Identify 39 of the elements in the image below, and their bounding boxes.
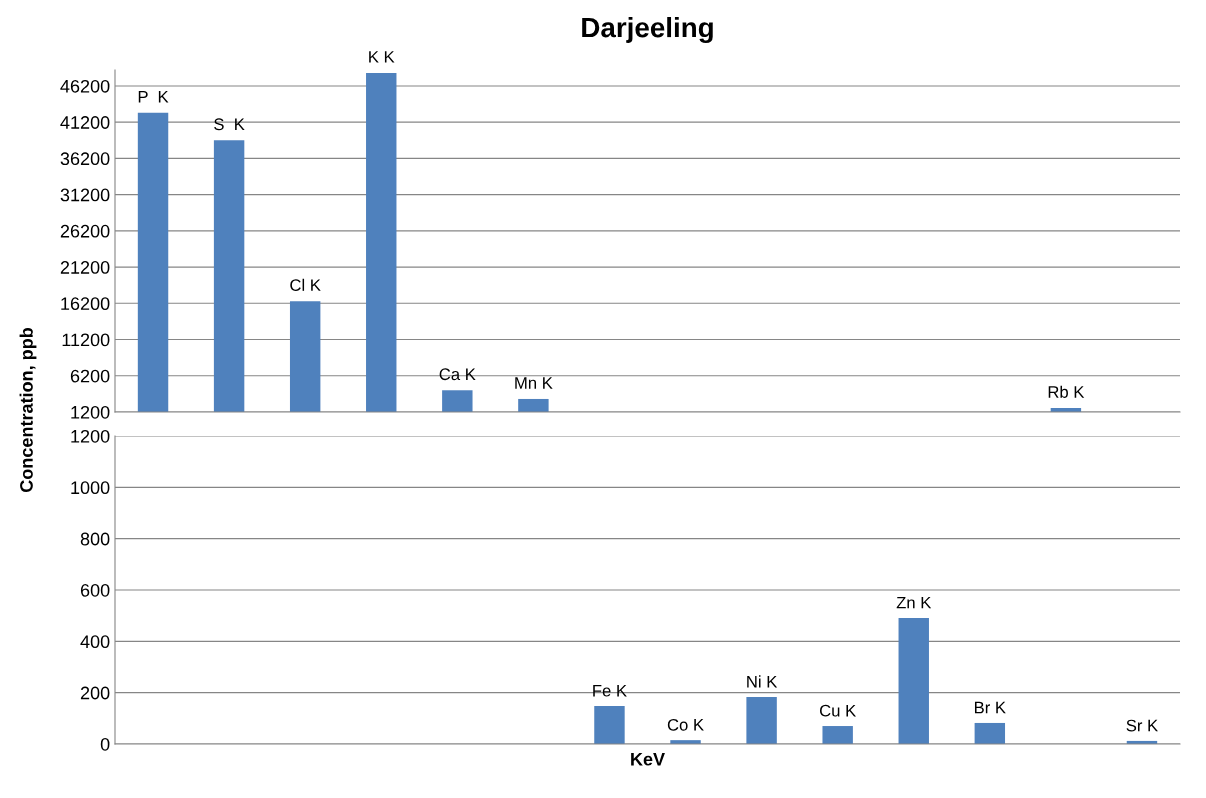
- y-tick-label: 0: [100, 737, 110, 751]
- y-tick-label: 400: [80, 635, 110, 649]
- x-tick-label: K K: [369, 51, 395, 63]
- x-tick-label: Mn K: [515, 377, 553, 389]
- category-label: Br K: [974, 701, 1006, 714]
- y-tick-label: 31200: [60, 188, 110, 202]
- y-tick-label: 600: [80, 583, 110, 597]
- bar: [822, 726, 853, 744]
- category-label: Zn K: [896, 596, 932, 609]
- x-tick-label: Rb K: [1048, 385, 1085, 398]
- y-tick-label: 6200: [70, 369, 110, 383]
- x-tick-label: Cl K: [290, 278, 321, 292]
- bar: [594, 706, 625, 744]
- y-tick-label: 1200: [71, 429, 110, 443]
- x-tick-label: P K: [138, 90, 169, 103]
- y-tick-label: 46200: [60, 79, 110, 93]
- bar: [974, 722, 1006, 744]
- y-tick-label: 16200: [61, 297, 110, 311]
- y-tick-label: 21200: [60, 261, 110, 274]
- y-tick-label: 11200: [62, 333, 110, 347]
- category-label: Sr K: [1126, 719, 1158, 732]
- bar: [898, 617, 929, 744]
- y-tick-label: 41200: [60, 116, 110, 129]
- y-tick-label: 26200: [60, 224, 110, 238]
- bar: [746, 697, 777, 744]
- category-label: Co K: [667, 718, 704, 731]
- y-tick-label: 800: [80, 532, 110, 546]
- chart-title: Darjeeling: [582, 16, 713, 44]
- category-label: Ni K: [747, 675, 778, 688]
- y-tick-label: 36200: [60, 152, 110, 166]
- category-label: Fe K: [593, 684, 627, 697]
- x-tick-label: Ca K: [439, 368, 476, 381]
- category-label: Cu K: [820, 704, 857, 717]
- y-tick-label: 1000: [71, 481, 110, 495]
- x-axis-title: KeV: [631, 753, 665, 766]
- x-tick-label: S K: [214, 118, 245, 131]
- y-tick-label: 200: [80, 686, 110, 700]
- y-axis-title: Concentration, ppb: [19, 327, 37, 492]
- y-tick-label: 1200: [71, 405, 110, 419]
